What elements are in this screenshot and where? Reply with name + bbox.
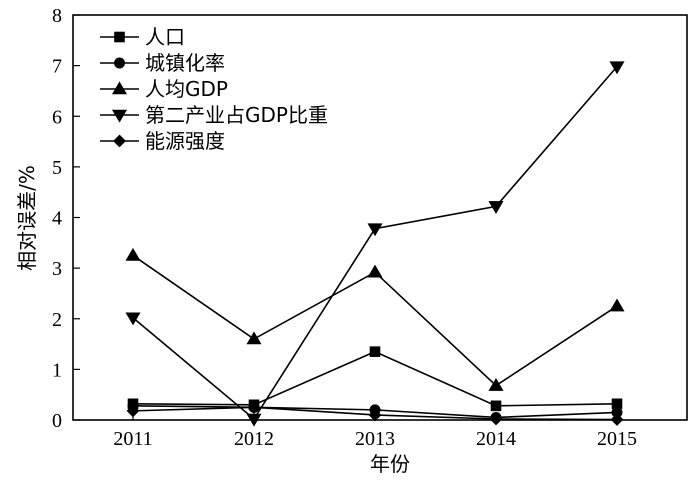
- legend-marker: [114, 31, 125, 43]
- legend-label: 第二产业占GDP比重: [145, 103, 328, 127]
- y-tick-label: 1: [52, 359, 62, 381]
- y-tick-label: 5: [52, 157, 62, 179]
- y-axis-title: 相对误差/%: [15, 165, 39, 271]
- x-tick-label: 2014: [476, 428, 516, 450]
- legend-label: 城镇化率: [145, 51, 225, 75]
- x-tick-label: 2011: [113, 428, 152, 450]
- x-tick-label: 2013: [355, 428, 395, 450]
- legend-marker: [114, 57, 126, 69]
- x-tick-label: 2012: [234, 428, 274, 450]
- y-tick-label: 7: [52, 56, 62, 78]
- data-point: [125, 247, 141, 261]
- series-layer: [125, 61, 625, 427]
- series-3: [125, 247, 625, 391]
- y-tick-label: 0: [52, 410, 62, 432]
- y-tick-label: 6: [52, 106, 62, 128]
- data-point: [490, 400, 502, 412]
- data-point: [367, 223, 383, 237]
- y-tick-label: 4: [52, 208, 62, 230]
- series-4: [125, 61, 625, 427]
- legend-item: 人均GDP: [100, 77, 228, 101]
- legend-item: 人口: [100, 25, 185, 49]
- axes: 0 1 2 3 4 5 6 7 8 2011 2012 2013 2014 2015: [52, 5, 688, 450]
- data-point: [609, 61, 625, 75]
- x-tick-label: 2015: [597, 428, 637, 450]
- legend-marker: [111, 109, 128, 123]
- data-point: [488, 377, 504, 391]
- legend-item: 城镇化率: [100, 51, 225, 75]
- legend-label: 能源强度: [145, 129, 225, 153]
- data-point: [247, 400, 261, 414]
- plot-frame: [72, 14, 688, 421]
- y-tick-label: 8: [52, 5, 62, 27]
- data-point: [369, 346, 381, 357]
- series-1: [127, 346, 623, 412]
- legend-label: 人均GDP: [145, 77, 228, 101]
- legend-label: 人口: [145, 25, 185, 49]
- series-5: [126, 400, 624, 426]
- y-tick-label: 3: [52, 258, 62, 280]
- data-point: [125, 312, 141, 326]
- legend-marker: [111, 81, 128, 95]
- data-point: [246, 331, 262, 345]
- data-point: [246, 413, 262, 427]
- data-point: [126, 404, 140, 418]
- data-point: [609, 298, 625, 312]
- data-point: [368, 408, 382, 422]
- legend-item: 第二产业占GDP比重: [100, 103, 328, 127]
- legend-item: 能源强度: [100, 129, 225, 153]
- data-point: [610, 413, 624, 426]
- legend-marker: [113, 134, 126, 148]
- y-tick-label: 2: [52, 309, 62, 331]
- data-point: [367, 264, 383, 278]
- data-point: [488, 201, 504, 214]
- data-point: [489, 412, 503, 426]
- x-axis-title: 年份: [370, 452, 410, 476]
